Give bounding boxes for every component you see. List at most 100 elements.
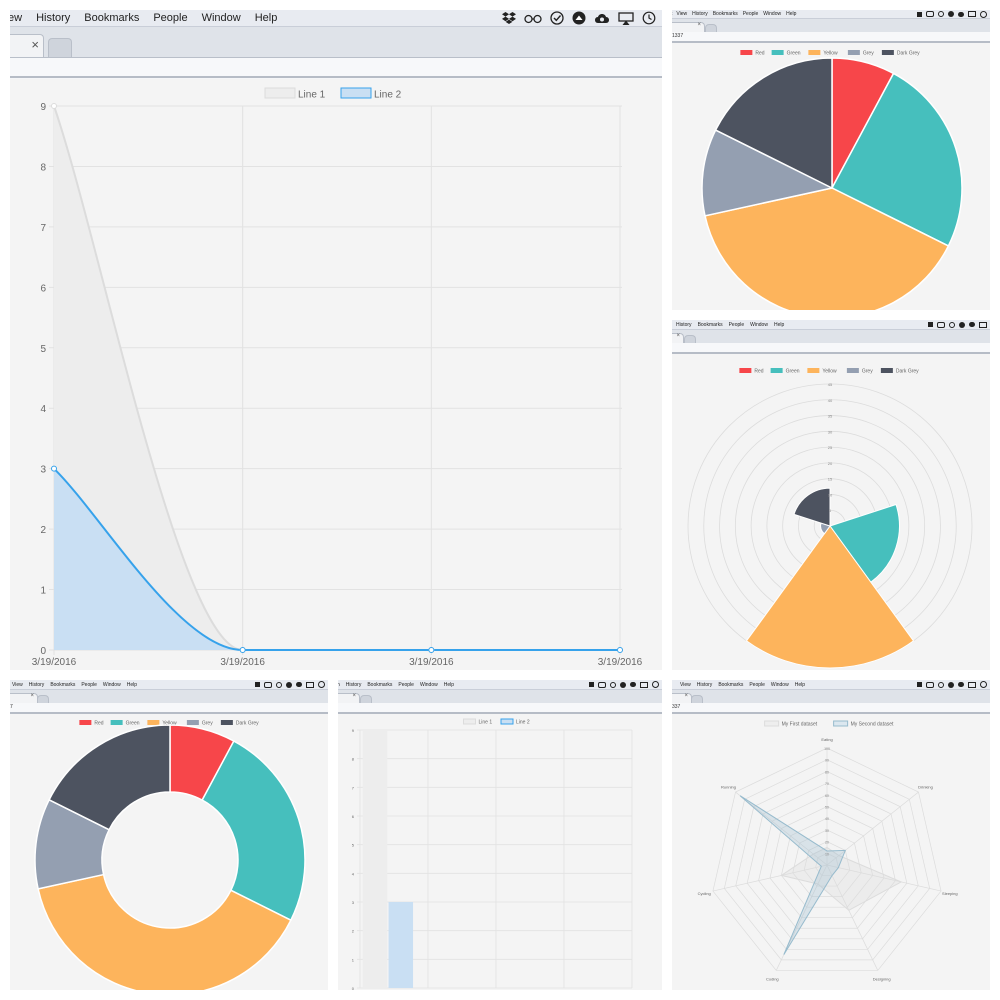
address-bar[interactable]: [672, 343, 990, 354]
axis-label: Eating: [821, 737, 832, 742]
up-arrow-circle-icon[interactable]: [620, 681, 626, 688]
menu-people[interactable]: People: [81, 681, 97, 688]
menu-bookmarks[interactable]: Bookmarks: [697, 321, 723, 328]
url-text[interactable]: 7: [10, 704, 13, 710]
dropbox-icon[interactable]: [502, 12, 516, 24]
new-tab-button[interactable]: [48, 38, 72, 57]
menu-view[interactable]: View: [680, 681, 691, 688]
tab-close-button[interactable]: ×: [697, 22, 701, 28]
airplay-icon[interactable]: [306, 681, 314, 688]
reader-glasses-icon[interactable]: [937, 321, 945, 328]
airplay-icon[interactable]: [618, 11, 634, 25]
creative-cloud-icon[interactable]: [958, 682, 964, 687]
reader-glasses-icon[interactable]: [926, 11, 934, 17]
menu-bookmarks[interactable]: Bookmarks: [84, 12, 140, 24]
active-tab[interactable]: ×: [338, 693, 360, 704]
menu-history[interactable]: History: [345, 681, 362, 688]
menu-help[interactable]: Help: [443, 681, 455, 688]
menu-view[interactable]: View: [12, 681, 23, 688]
checkmark-icon[interactable]: [550, 11, 564, 25]
creative-cloud-icon[interactable]: [958, 11, 964, 17]
checkmark-icon[interactable]: [949, 321, 955, 328]
new-tab-button[interactable]: [360, 695, 372, 704]
tab-close-button[interactable]: ×: [30, 693, 34, 699]
menu-history[interactable]: History: [692, 11, 708, 17]
reader-glasses-icon[interactable]: [598, 681, 606, 688]
menu-people[interactable]: People: [398, 681, 414, 688]
address-bar[interactable]: [338, 703, 662, 714]
up-arrow-circle-icon[interactable]: [959, 321, 965, 328]
time-machine-icon[interactable]: [318, 681, 325, 688]
creative-cloud-icon[interactable]: [630, 682, 636, 687]
menu-view[interactable]: ew: [10, 12, 23, 24]
checkmark-icon[interactable]: [610, 681, 616, 688]
reader-glasses-icon[interactable]: [264, 681, 272, 688]
airplay-icon[interactable]: [640, 681, 648, 688]
airplay-icon[interactable]: [979, 321, 987, 328]
menu-window[interactable]: Window: [750, 321, 768, 328]
menu-help[interactable]: Help: [794, 681, 805, 688]
url-text[interactable]: 1337: [672, 33, 684, 39]
menu-window[interactable]: Window: [763, 11, 782, 17]
dropbox-icon[interactable]: [589, 682, 594, 687]
menu-people[interactable]: People: [153, 12, 188, 24]
up-arrow-circle-icon[interactable]: [948, 681, 954, 688]
active-tab[interactable]: ×: [10, 34, 44, 57]
creative-cloud-icon[interactable]: [594, 12, 610, 24]
menu-window[interactable]: Window: [102, 681, 121, 688]
menu-window[interactable]: Window: [419, 681, 438, 688]
dropbox-icon[interactable]: [917, 11, 922, 17]
menu-view[interactable]: View: [676, 11, 688, 17]
legend-swatch: [220, 720, 233, 725]
menu-help[interactable]: Help: [126, 681, 137, 688]
time-machine-icon[interactable]: [642, 11, 656, 25]
time-machine-icon[interactable]: [652, 681, 659, 688]
menu-history[interactable]: History: [28, 681, 45, 688]
checkmark-icon[interactable]: [276, 681, 282, 688]
reader-glasses-icon[interactable]: [926, 681, 934, 688]
time-machine-icon[interactable]: [980, 10, 987, 18]
dropbox-icon[interactable]: [928, 322, 933, 327]
menu-history[interactable]: History: [36, 12, 71, 24]
creative-cloud-icon[interactable]: [969, 322, 975, 327]
menu-bookmarks[interactable]: Bookmarks: [718, 681, 744, 688]
tab-close-button[interactable]: ×: [684, 693, 688, 699]
up-arrow-circle-icon[interactable]: [572, 11, 586, 25]
menu-people[interactable]: People: [749, 681, 765, 688]
tab-close-button[interactable]: ×: [31, 37, 39, 52]
tab-close-button[interactable]: ×: [352, 693, 356, 699]
menu-people[interactable]: People: [728, 321, 745, 328]
menu-item[interactable]: n: [338, 681, 340, 688]
menu-history[interactable]: History: [676, 321, 692, 328]
menu-help[interactable]: Help: [786, 11, 797, 17]
url-text[interactable]: 337: [672, 704, 681, 710]
dropbox-icon[interactable]: [255, 682, 260, 687]
menu-history[interactable]: History: [696, 681, 713, 688]
active-tab[interactable]: ×: [672, 333, 684, 344]
menu-bookmarks[interactable]: Bookmarks: [712, 11, 738, 17]
up-arrow-circle-icon[interactable]: [948, 11, 954, 17]
new-tab-button[interactable]: [37, 695, 49, 704]
active-tab[interactable]: ×: [672, 22, 705, 33]
airplay-icon[interactable]: [968, 11, 976, 17]
new-tab-button[interactable]: [705, 24, 717, 33]
new-tab-button[interactable]: [684, 335, 696, 344]
menu-help[interactable]: Help: [254, 12, 278, 24]
checkmark-icon[interactable]: [938, 11, 944, 17]
reader-glasses-icon[interactable]: [524, 12, 542, 24]
time-machine-icon[interactable]: [980, 681, 987, 688]
menu-window[interactable]: Window: [201, 12, 241, 24]
up-arrow-circle-icon[interactable]: [286, 681, 292, 688]
creative-cloud-icon[interactable]: [296, 682, 302, 687]
tab-close-button[interactable]: ×: [676, 333, 680, 339]
dropbox-icon[interactable]: [917, 682, 922, 687]
checkmark-icon[interactable]: [938, 681, 944, 688]
menu-people[interactable]: People: [742, 11, 759, 17]
address-bar[interactable]: [10, 58, 662, 78]
menu-bookmarks[interactable]: Bookmarks: [367, 681, 393, 688]
airplay-icon[interactable]: [968, 681, 976, 688]
menu-help[interactable]: Help: [773, 321, 785, 328]
new-tab-button[interactable]: [691, 695, 703, 704]
menu-bookmarks[interactable]: Bookmarks: [50, 681, 76, 688]
menu-window[interactable]: Window: [770, 681, 789, 688]
